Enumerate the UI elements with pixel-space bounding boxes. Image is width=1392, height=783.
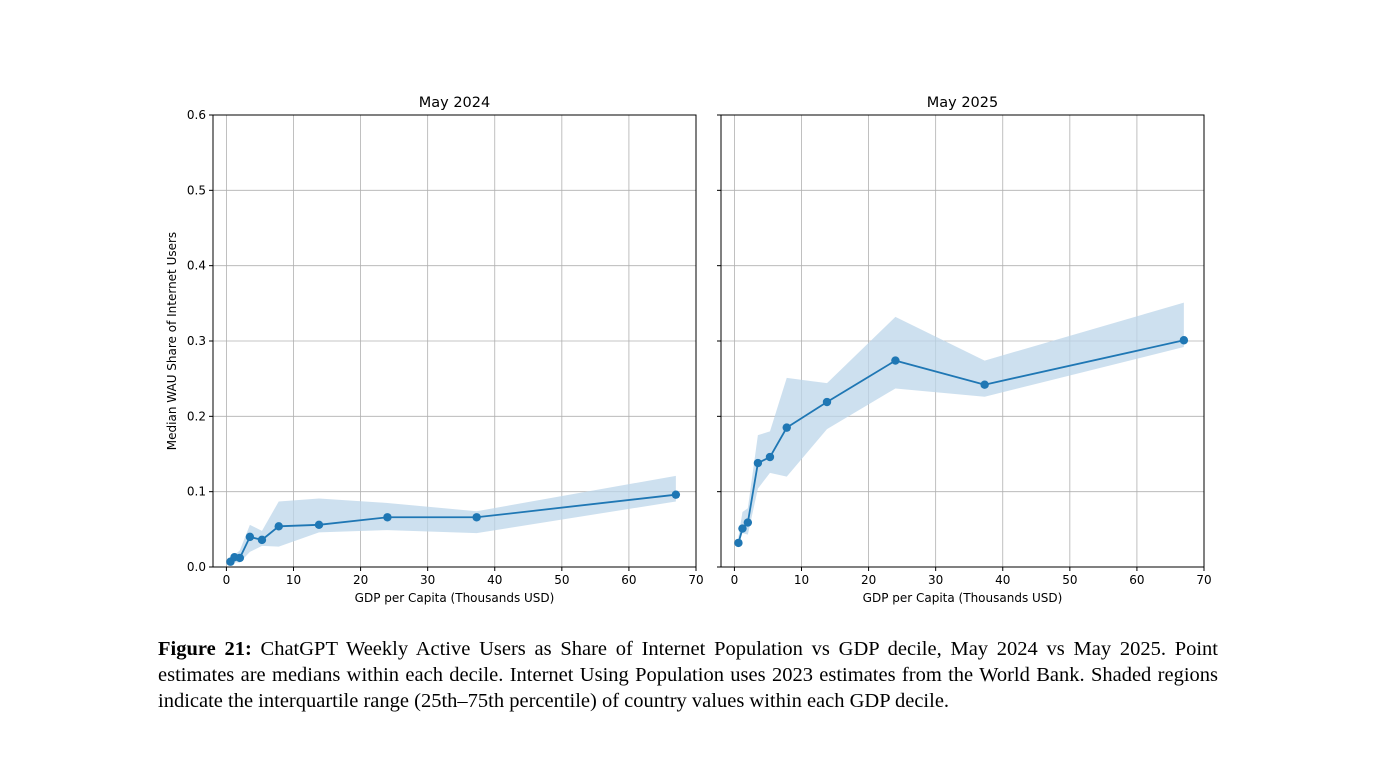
x-tick-label: 50 [1062, 573, 1077, 587]
y-tick-label: 0.6 [187, 108, 206, 122]
x-axis-label: GDP per Capita (Thousands USD) [355, 591, 555, 605]
x-tick-label: 10 [286, 573, 301, 587]
data-point [257, 535, 267, 545]
figure-canvas: 0 10 20 30 40 50 60 70 0.0 0.1 0.2 0.3 0.4 0.5 0.6 May … [165, 95, 1212, 605]
panel-title: May 2025 [927, 95, 999, 111]
y-ticks: 0.0 0.1 0.2 0.3 0.4 0.5 0.6 [187, 108, 213, 574]
y-ticks [717, 114, 721, 568]
data-point [274, 522, 283, 531]
data-point [671, 490, 681, 499]
x-tick-label: 40 [487, 573, 502, 587]
y-tick-label: 0.2 [187, 409, 206, 423]
y-tick-label: 0.3 [187, 334, 206, 348]
panel-title: May 2024 [419, 95, 491, 111]
data-point [383, 513, 392, 522]
y-tick-label: 0.4 [187, 259, 206, 273]
x-tick-label: 60 [621, 573, 636, 587]
data-point [472, 513, 481, 522]
panel-1: 0 10 20 30 40 50 60 70 0.0 0.1 0.2 0.3 0.4 0.5 0.6 May … [165, 95, 704, 605]
data-point [314, 520, 324, 530]
x-tick-label: 40 [995, 573, 1010, 587]
x-tick-label: 50 [554, 573, 569, 587]
x-tick-label: 70 [1196, 573, 1211, 587]
y-axis-label: Median WAU Share of Internet Users [165, 232, 179, 450]
figure-caption: Figure 21: ChatGPT Weekly Active Users a… [158, 636, 1218, 714]
data-point [245, 532, 255, 542]
y-tick-label: 0.0 [187, 560, 206, 574]
grid-lines [213, 114, 697, 568]
data-point [765, 452, 775, 462]
data-point [822, 397, 832, 407]
x-tick-label: 0 [223, 573, 231, 587]
x-tick-label: 20 [353, 573, 368, 587]
iqr-band [738, 302, 1184, 546]
x-tick-label: 20 [861, 573, 876, 587]
caption-label: Figure 21: [158, 638, 252, 660]
x-tick-label: 70 [688, 573, 703, 587]
x-tick-label: 60 [1129, 573, 1144, 587]
data-point [753, 458, 763, 468]
x-tick-label: 30 [928, 573, 943, 587]
x-tick-label: 0 [731, 573, 739, 587]
x-axis-label: GDP per Capita (Thousands USD) [863, 591, 1063, 605]
x-ticks: 0 10 20 30 40 50 60 70 [223, 567, 704, 587]
y-tick-label: 0.1 [187, 485, 206, 499]
x-tick-label: 30 [420, 573, 435, 587]
data-point [734, 538, 743, 548]
data-point [980, 380, 989, 389]
data-point [891, 356, 900, 365]
y-tick-label: 0.5 [187, 183, 206, 197]
data-point [743, 518, 753, 527]
data-point [1179, 336, 1189, 345]
data-point [782, 423, 791, 432]
data-point [235, 553, 245, 563]
data-point [738, 524, 747, 533]
iqr-band [230, 475, 676, 565]
panel-2: 0 10 20 30 40 50 60 70 May 2025 GDP per Capita (T… [717, 95, 1212, 605]
x-ticks: 0 10 20 30 40 50 60 70 [731, 567, 1212, 587]
caption-text: ChatGPT Weekly Active Users as Share of … [158, 638, 1219, 712]
x-tick-label: 10 [794, 573, 809, 587]
